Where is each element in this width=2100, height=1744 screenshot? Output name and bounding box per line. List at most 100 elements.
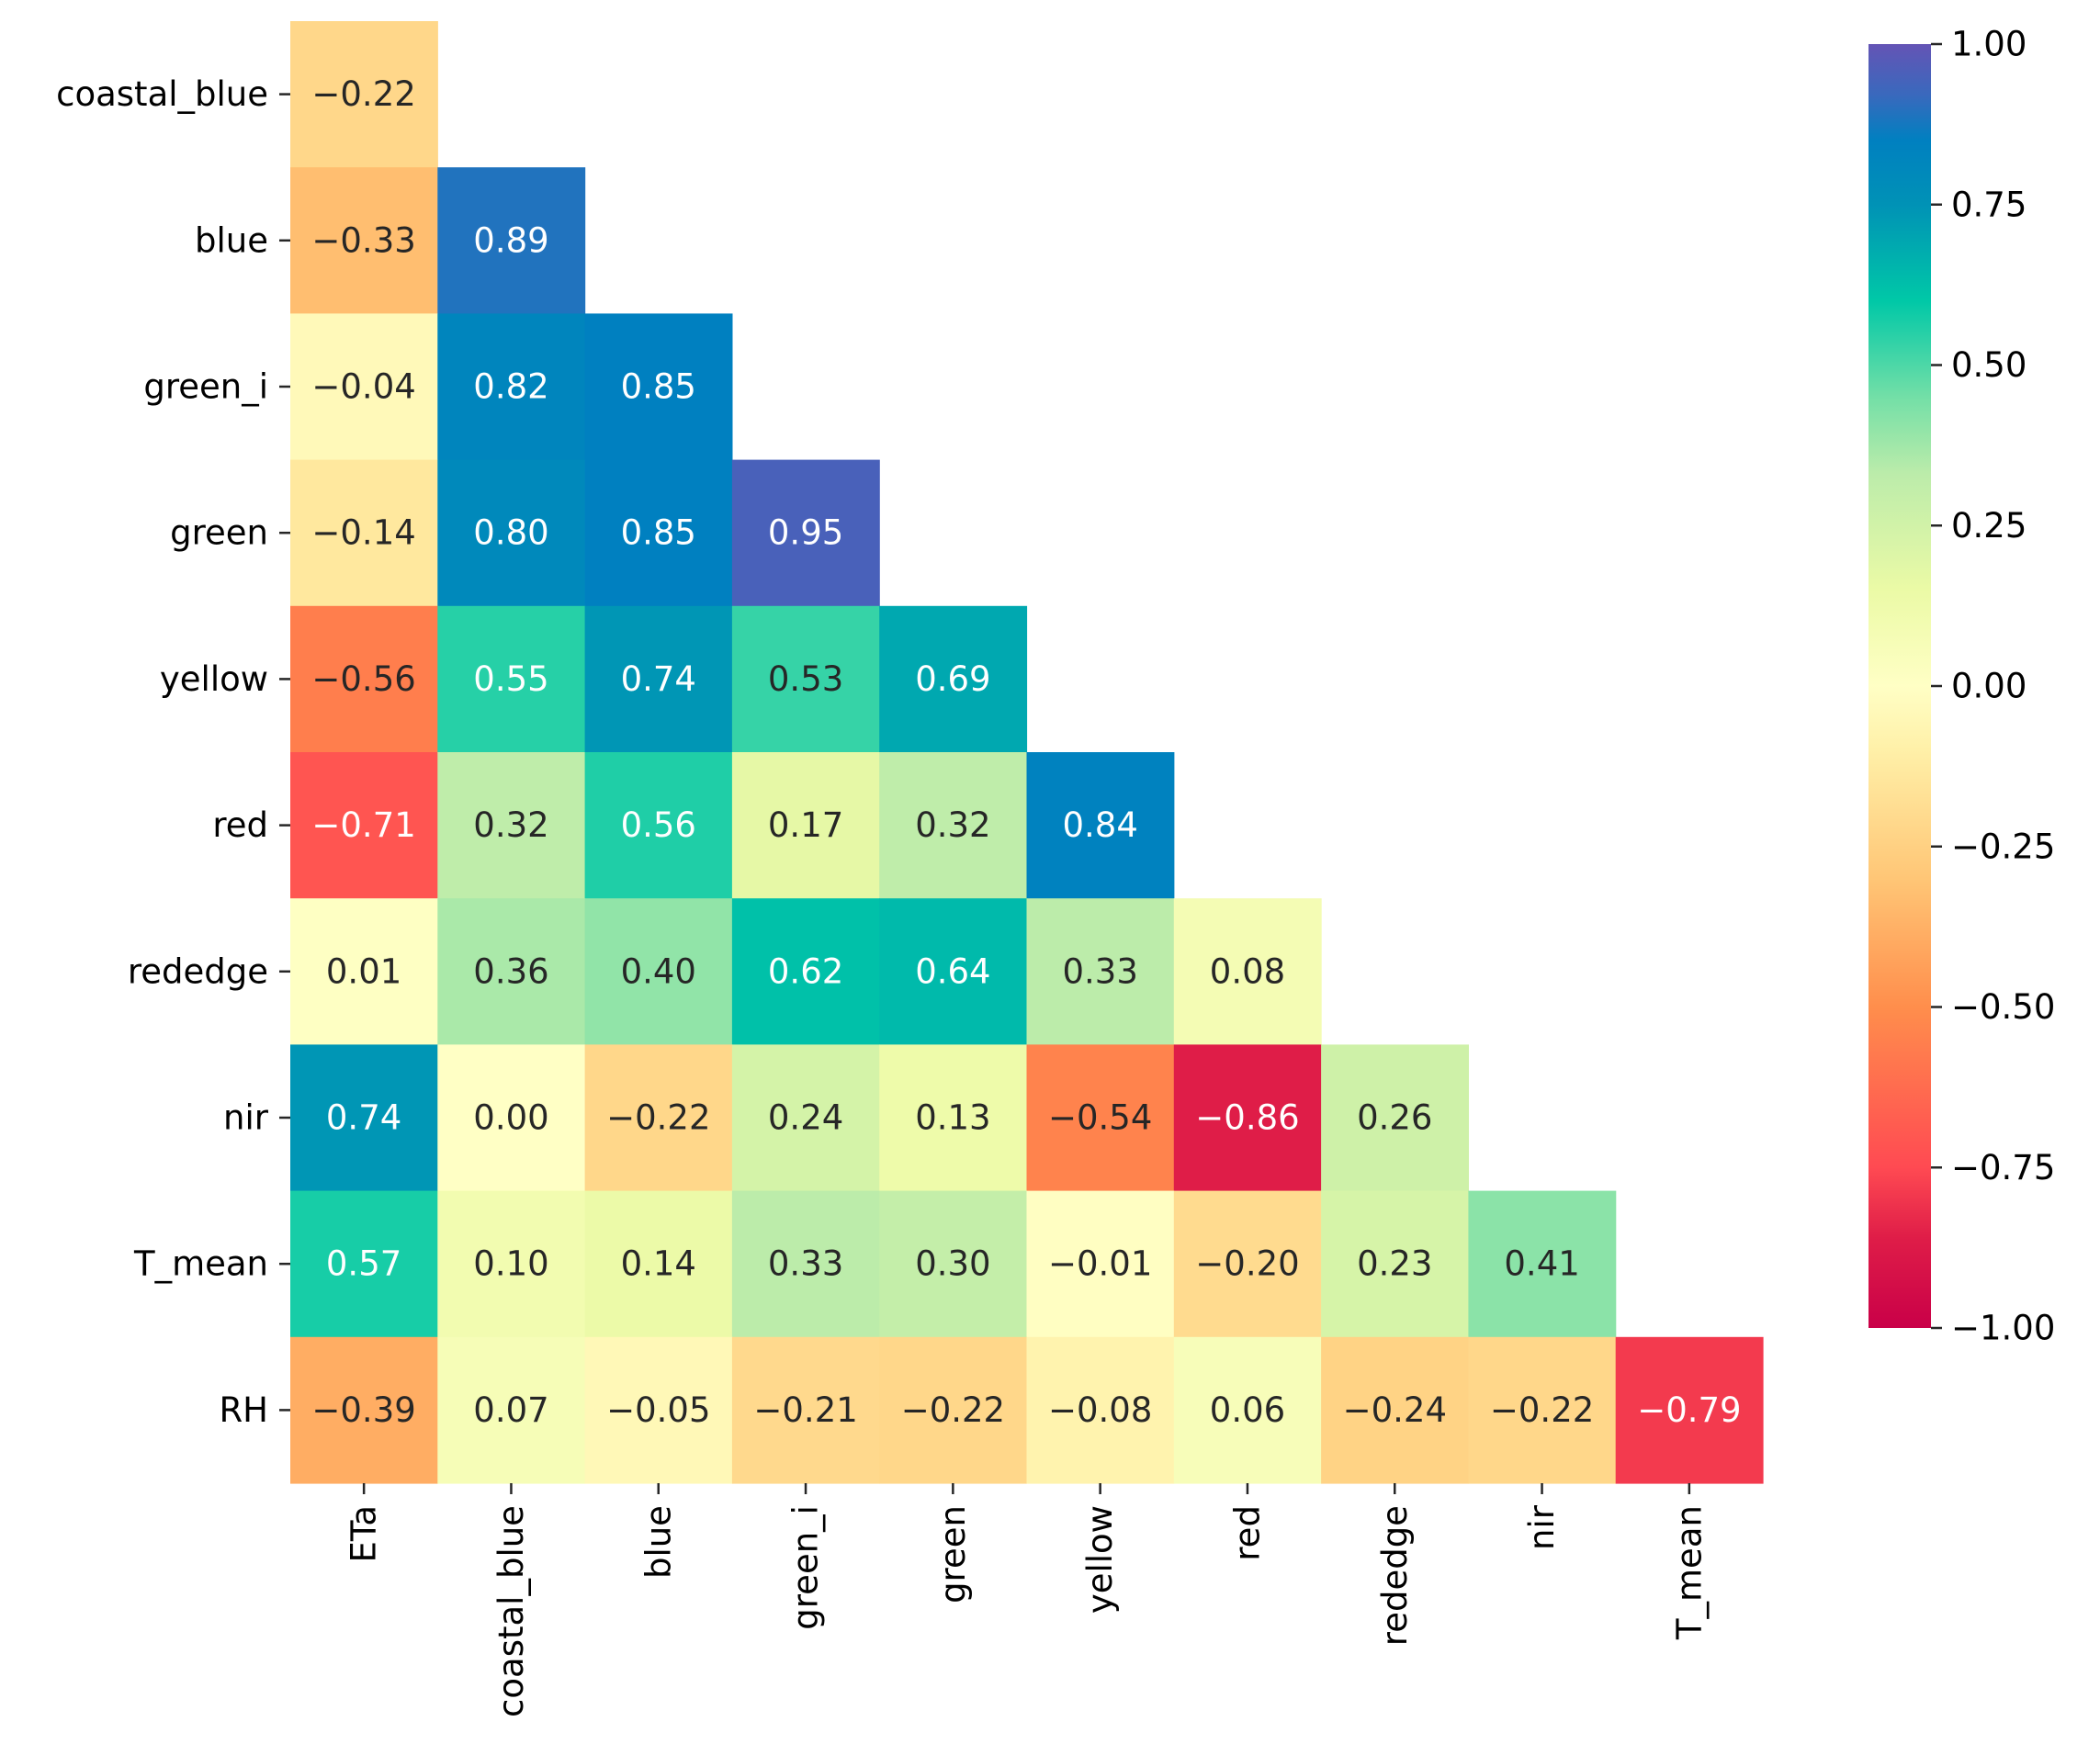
x-tick-label-nir: nir xyxy=(1522,1504,1562,1550)
x-tick-label-rededge: rededge xyxy=(1375,1505,1415,1646)
y-tick-label-coastal_blue: coastal_blue xyxy=(56,74,268,114)
cell-value-label: 0.84 xyxy=(1063,805,1138,845)
heatmap-cell-yellow-green xyxy=(879,605,1028,753)
heatmap-cell-rededge-blue xyxy=(584,898,733,1045)
heatmap-cell-T_mean-green_i xyxy=(731,1190,880,1338)
cell-value-label: 0.55 xyxy=(473,659,548,699)
colorbar-tick-label: 1.00 xyxy=(1951,25,2027,64)
cell-value-label: −0.22 xyxy=(606,1098,710,1138)
cell-value-label: −0.22 xyxy=(311,74,415,114)
heatmap-cell-red-blue xyxy=(584,752,733,899)
heatmap-cell-green-blue xyxy=(584,459,733,607)
heatmap-cell-nir-red xyxy=(1173,1044,1322,1192)
x-tick-label-blue: blue xyxy=(638,1505,678,1579)
cell-value-label: 0.74 xyxy=(326,1098,401,1138)
cell-value-label: 0.06 xyxy=(1210,1390,1285,1430)
cell-value-label: 0.08 xyxy=(1210,951,1285,991)
y-tick-label-rededge: rededge xyxy=(128,951,268,991)
cell-value-label: −0.86 xyxy=(1195,1098,1299,1138)
x-axis: ETa coastal_blue blue green_i green yellow red… xyxy=(344,1483,1709,1717)
heatmap-cell-nir-green xyxy=(879,1044,1028,1192)
heatmap-cell-red-ETa xyxy=(290,752,438,899)
heatmap-cell-RH-T_mean xyxy=(1615,1336,1764,1484)
y-tick-label-RH: RH xyxy=(219,1390,268,1430)
heatmap-annotations: −0.22 −0.33 0.89 −0.04 0.82 0.85 −0.14 0.80 0.85… xyxy=(311,74,1741,1430)
cell-value-label: 0.33 xyxy=(768,1244,843,1284)
y-tick-label-red: red xyxy=(212,805,268,845)
cell-value-label: 0.36 xyxy=(473,951,548,991)
cell-value-label: −0.79 xyxy=(1637,1390,1741,1430)
y-tick-label-green: green xyxy=(170,513,268,553)
heatmap-cell-T_mean-red xyxy=(1173,1190,1322,1338)
colorbar-tick-label: 0.00 xyxy=(1951,667,2027,706)
heatmap-cell-yellow-coastal_blue xyxy=(437,605,586,753)
cell-value-label: −0.54 xyxy=(1048,1098,1152,1138)
heatmap-cell-green-green_i xyxy=(731,459,880,607)
heatmap-cell-coastal_blue-ETa xyxy=(290,21,438,168)
heatmap-cell-blue-ETa xyxy=(290,167,438,314)
colorbar-tick-label: 0.50 xyxy=(1951,345,2027,385)
colorbar: 1.00 0.75 0.50 0.25 0.00 −0.25 −0.50 −0.75 −1.00 xyxy=(1869,25,2055,1348)
cell-value-label: −0.22 xyxy=(1490,1390,1594,1430)
cell-value-label: 0.30 xyxy=(915,1244,990,1284)
cell-value-label: 0.85 xyxy=(621,513,696,553)
cell-value-label: −0.39 xyxy=(311,1390,415,1430)
heatmap-cell-nir-green_i xyxy=(731,1044,880,1192)
heatmap-cell-red-yellow xyxy=(1026,752,1175,899)
cell-value-label: −0.71 xyxy=(311,805,415,845)
heatmap-cell-nir-blue xyxy=(584,1044,733,1192)
x-tick-label-ETa: ETa xyxy=(344,1505,384,1563)
heatmap-cell-green_i-coastal_blue xyxy=(437,313,586,461)
y-tick-label-blue: blue xyxy=(195,220,268,260)
heatmap-cell-nir-rededge xyxy=(1321,1044,1469,1192)
heatmap-cell-blue-coastal_blue xyxy=(437,167,586,314)
cell-value-label: 0.85 xyxy=(621,367,696,407)
cell-value-label: 0.40 xyxy=(621,951,696,991)
cell-value-label: 0.07 xyxy=(473,1390,548,1430)
heatmap-cell-green-ETa xyxy=(290,459,438,607)
heatmap-cell-T_mean-nir xyxy=(1468,1190,1617,1338)
heatmap-cell-rededge-red xyxy=(1173,898,1322,1045)
y-tick-label-yellow: yellow xyxy=(160,659,268,699)
x-tick-label-yellow: yellow xyxy=(1080,1505,1120,1614)
cell-value-label: 0.56 xyxy=(621,805,696,845)
heatmap-cell-RH-nir xyxy=(1468,1336,1617,1484)
x-tick-label-green: green xyxy=(933,1505,973,1603)
cell-value-label: −0.22 xyxy=(901,1390,1005,1430)
heatmap-cell-RH-blue xyxy=(584,1336,733,1484)
colorbar-tick-label: −0.75 xyxy=(1951,1148,2055,1187)
heatmap-cell-rededge-green xyxy=(879,898,1028,1045)
heatmap-cell-yellow-blue xyxy=(584,605,733,753)
heatmap-cell-RH-red xyxy=(1173,1336,1322,1484)
colorbar-tick-label: −0.25 xyxy=(1951,827,2055,866)
heatmap-cell-green-coastal_blue xyxy=(437,459,586,607)
heatmap-cell-RH-green_i xyxy=(731,1336,880,1484)
cell-value-label: 0.64 xyxy=(915,951,990,991)
cell-value-label: 0.89 xyxy=(473,220,548,260)
heatmap-cell-RH-coastal_blue xyxy=(437,1336,586,1484)
cell-value-label: 0.23 xyxy=(1357,1244,1432,1284)
x-tick-label-coastal_blue: coastal_blue xyxy=(491,1505,531,1717)
cell-value-label: 0.17 xyxy=(768,805,843,845)
cell-value-label: 0.24 xyxy=(768,1098,843,1138)
cell-value-label: 0.80 xyxy=(473,513,548,553)
cell-value-label: 0.00 xyxy=(473,1098,548,1138)
x-tick-label-T_mean: T_mean xyxy=(1669,1505,1709,1640)
cell-value-label: 0.33 xyxy=(1063,951,1138,991)
cell-value-label: −0.33 xyxy=(311,220,415,260)
cell-value-label: 0.01 xyxy=(326,951,401,991)
cell-value-label: 0.53 xyxy=(768,659,843,699)
cell-value-label: −0.08 xyxy=(1048,1390,1152,1430)
heatmap-cell-yellow-green_i xyxy=(731,605,880,753)
cell-value-label: 0.62 xyxy=(768,951,843,991)
y-tick-label-green_i: green_i xyxy=(143,367,268,407)
heatmap-cell-rededge-green_i xyxy=(731,898,880,1045)
cell-value-label: −0.04 xyxy=(311,367,415,407)
heatmap-cell-T_mean-green xyxy=(879,1190,1028,1338)
cell-value-label: 0.74 xyxy=(621,659,696,699)
cell-value-label: −0.21 xyxy=(753,1390,857,1430)
colorbar-tick-label: −1.00 xyxy=(1951,1309,2055,1348)
heatmap-cell-RH-green xyxy=(879,1336,1028,1484)
cell-value-label: 0.82 xyxy=(473,367,548,407)
